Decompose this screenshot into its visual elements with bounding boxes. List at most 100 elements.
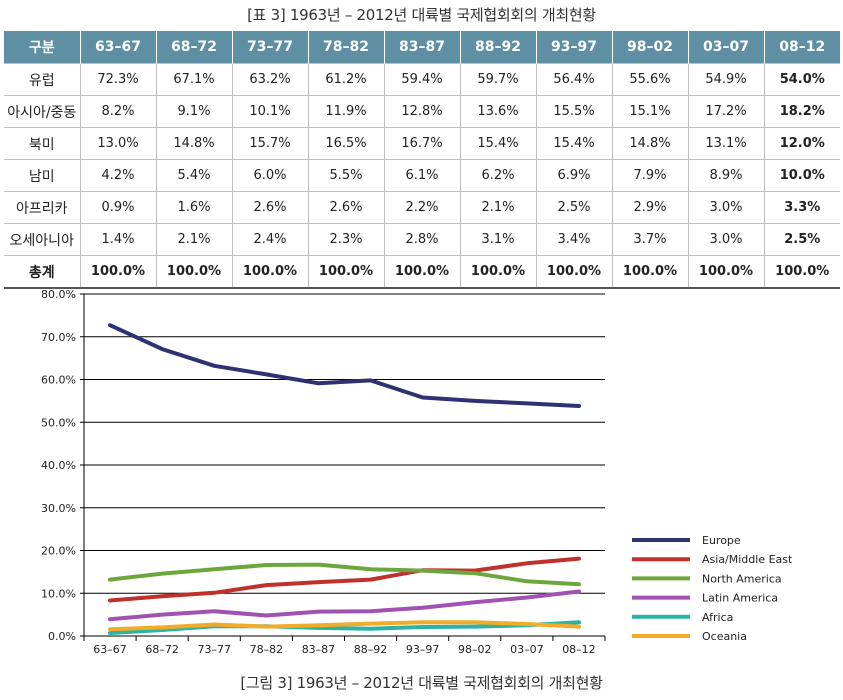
table-cell: 3.0% xyxy=(687,223,764,256)
table-cell: 7.9% xyxy=(611,159,688,192)
table-cell: 12.0% xyxy=(763,127,840,160)
table-cell: 59.7% xyxy=(459,63,536,96)
table-cell: 10.0% xyxy=(763,159,840,192)
x-tick-labels: 63–67 68–72 73–77 78–82 83–87 88–92 93–97 98–02… xyxy=(93,643,595,656)
table-cell: 3.1% xyxy=(459,223,536,256)
table-row: 유럽 72.3% 67.1% 63.2% 61.2% 59.4% 59.7% 56.4% 55.… xyxy=(4,63,840,96)
y-tick-label: 60.0% xyxy=(41,374,76,387)
legend-label: Latin America xyxy=(702,592,778,605)
table-cell: 54.0% xyxy=(763,63,840,96)
table-row: 오세아니아 1.4% 2.1% 2.4% 2.3% 2.8% 3.1% 3.4% 3.7% 3.0… xyxy=(4,223,840,256)
y-tick-label: 10.0% xyxy=(41,587,76,600)
table-header-row: 구분 63–67 68–72 73–77 78–82 83–87 88–92 93–97 98… xyxy=(4,31,840,64)
series-line-oceania xyxy=(108,620,581,632)
y-tick-label: 40.0% xyxy=(41,459,76,472)
table-cell: 2.8% xyxy=(383,223,460,256)
row-label: 남미 xyxy=(4,159,80,192)
table-cell: 15.5% xyxy=(535,95,612,128)
table-cell: 10.1% xyxy=(231,95,308,128)
x-tick-label: 73–77 xyxy=(198,643,232,656)
table-cell: 3.0% xyxy=(687,191,764,224)
table-cell: 5.4% xyxy=(155,159,232,192)
table-cell: 16.7% xyxy=(383,127,460,160)
x-tick-label: 63–67 xyxy=(93,643,127,656)
table-cell: 100.0% xyxy=(231,255,308,289)
table-cell: 15.1% xyxy=(611,95,688,128)
x-tick-label: 83–87 xyxy=(302,643,336,656)
header-period: 08–12 xyxy=(763,31,840,64)
y-tick-label: 20.0% xyxy=(41,545,76,558)
row-label: 유럽 xyxy=(4,63,80,96)
row-label: 아시아/중동 xyxy=(4,95,80,128)
table-cell: 54.9% xyxy=(687,63,764,96)
table-body: 유럽 72.3% 67.1% 63.2% 61.2% 59.4% 59.7% 56.4% 55.… xyxy=(4,63,840,289)
table-cell: 13.0% xyxy=(79,127,156,160)
table-cell: 2.5% xyxy=(763,223,840,256)
series-line-asia-middle-east xyxy=(108,556,581,603)
header-period: 78–82 xyxy=(307,31,384,64)
table-cell: 3.7% xyxy=(611,223,688,256)
y-tick-labels: 0.0% 10.0% 20.0% 30.0% 40.0% 50.0% 60.0% 70.0% 8… xyxy=(41,288,76,643)
table-cell: 16.5% xyxy=(307,127,384,160)
table-caption: [표 3] 1963년 – 2012년 대륙별 국제협회회의 개최현황 xyxy=(247,6,596,24)
table-cell: 6.1% xyxy=(383,159,460,192)
x-tick-label: 98–02 xyxy=(458,643,492,656)
legend-label: Oceania xyxy=(702,630,747,643)
table-cell: 2.1% xyxy=(155,223,232,256)
table-cell: 3.3% xyxy=(763,191,840,224)
table-cell: 2.6% xyxy=(307,191,384,224)
table-cell: 15.4% xyxy=(535,127,612,160)
header-label: 구분 xyxy=(4,31,80,64)
table-cell: 67.1% xyxy=(155,63,232,96)
table-row: 남미 4.2% 5.4% 6.0% 5.5% 6.1% 6.2% 6.9% 7.9% 8.9% 10… xyxy=(4,159,840,192)
y-tick-label: 70.0% xyxy=(41,331,76,344)
series-line-north-america xyxy=(108,562,581,587)
table-cell: 100.0% xyxy=(383,255,460,289)
table-cell: 12.8% xyxy=(383,95,460,128)
stats-table: 구분 63–67 68–72 73–77 78–82 83–87 88–92 93–97 98… xyxy=(4,31,840,289)
legend: Europe Asia/Middle East North America Latin… xyxy=(632,534,793,643)
table-cell: 14.8% xyxy=(155,127,232,160)
table-cell: 4.2% xyxy=(79,159,156,192)
table-cell: 100.0% xyxy=(79,255,156,289)
table-cell: 17.2% xyxy=(687,95,764,128)
table-cell: 61.2% xyxy=(307,63,384,96)
header-period: 68–72 xyxy=(155,31,232,64)
x-tick-label: 88–92 xyxy=(354,643,388,656)
table-cell: 2.9% xyxy=(611,191,688,224)
header-period: 88–92 xyxy=(459,31,536,64)
table-cell: 9.1% xyxy=(155,95,232,128)
table-cell: 100.0% xyxy=(687,255,764,289)
legend-label: Europe xyxy=(702,534,741,547)
table-cell: 8.2% xyxy=(79,95,156,128)
figure-caption: [그림 3] 1963년 – 2012년 대륙별 국제협회회의 개최현황 xyxy=(240,674,603,692)
table-cell: 72.3% xyxy=(79,63,156,96)
table-cell: 13.1% xyxy=(687,127,764,160)
table-cell: 3.4% xyxy=(535,223,612,256)
table-cell: 2.5% xyxy=(535,191,612,224)
table-cell: 63.2% xyxy=(231,63,308,96)
header-period: 03–07 xyxy=(687,31,764,64)
row-label: 북미 xyxy=(4,127,80,160)
table-cell: 100.0% xyxy=(459,255,536,289)
legend-label: Africa xyxy=(702,611,733,624)
table-row: 총계 100.0% 100.0% 100.0% 100.0% 100.0% 100.0% 10… xyxy=(4,255,840,289)
table-cell: 15.4% xyxy=(459,127,536,160)
series-line-europe xyxy=(108,323,581,408)
table-cell: 100.0% xyxy=(307,255,384,289)
y-tick-label: 0.0% xyxy=(48,630,76,643)
x-tick-label: 68–72 xyxy=(145,643,179,656)
row-label: 아프리카 xyxy=(4,191,80,224)
x-tick-label: 08–12 xyxy=(562,643,596,656)
table-cell: 0.9% xyxy=(79,191,156,224)
y-tick-label: 50.0% xyxy=(41,416,76,429)
table-cell: 1.4% xyxy=(79,223,156,256)
series-lines xyxy=(108,323,581,635)
table-cell: 18.2% xyxy=(763,95,840,128)
table-cell: 100.0% xyxy=(611,255,688,289)
x-tick-label: 78–82 xyxy=(250,643,284,656)
table-cell: 15.7% xyxy=(231,127,308,160)
series-line-latin-america xyxy=(108,589,581,622)
table-cell: 59.4% xyxy=(383,63,460,96)
line-chart: 0.0% 10.0% 20.0% 30.0% 40.0% 50.0% 60.0% 70.0% 8… xyxy=(41,288,793,656)
